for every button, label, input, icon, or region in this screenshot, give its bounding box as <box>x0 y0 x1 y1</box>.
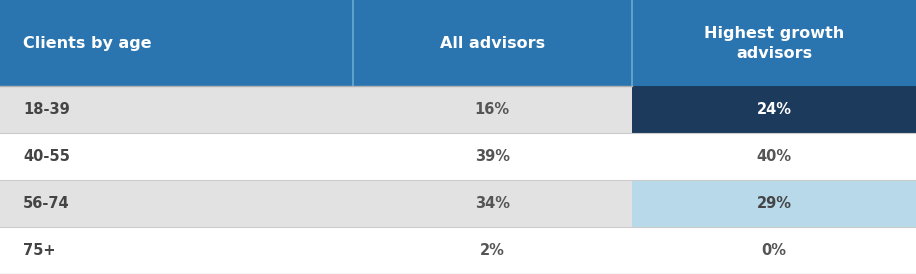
Bar <box>632 86 916 133</box>
Bar <box>632 227 916 274</box>
Bar <box>0 0 353 86</box>
Text: 29%: 29% <box>757 196 791 211</box>
Bar <box>353 133 632 180</box>
Bar <box>353 86 632 133</box>
Text: 2%: 2% <box>480 243 505 258</box>
Text: 75+: 75+ <box>23 243 55 258</box>
Bar <box>0 227 353 274</box>
Text: 40%: 40% <box>757 149 791 164</box>
Bar <box>632 0 916 86</box>
Text: 18-39: 18-39 <box>23 102 70 117</box>
Text: Clients by age: Clients by age <box>23 36 151 51</box>
Text: 16%: 16% <box>474 102 510 117</box>
Bar <box>0 180 353 227</box>
Bar <box>353 0 632 86</box>
Bar <box>0 86 353 133</box>
Text: 40-55: 40-55 <box>23 149 70 164</box>
Text: 34%: 34% <box>474 196 510 211</box>
Text: All advisors: All advisors <box>440 36 545 51</box>
Text: 56-74: 56-74 <box>23 196 70 211</box>
Text: Highest growth
advisors: Highest growth advisors <box>703 26 845 61</box>
Bar <box>353 227 632 274</box>
Bar <box>632 180 916 227</box>
Text: 39%: 39% <box>474 149 510 164</box>
Bar <box>632 133 916 180</box>
Bar <box>0 133 353 180</box>
Bar <box>353 180 632 227</box>
Text: 24%: 24% <box>757 102 791 117</box>
Text: 0%: 0% <box>761 243 787 258</box>
